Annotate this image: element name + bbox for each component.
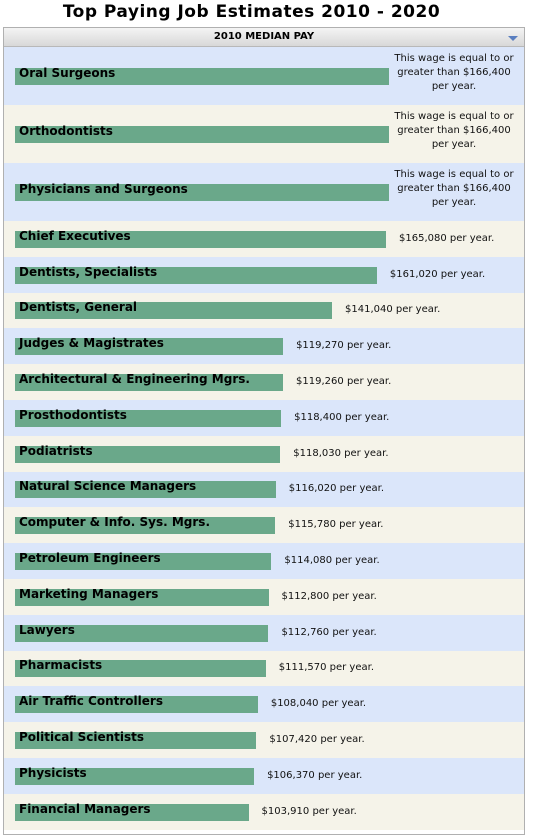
row: Dentists, Specialists $161,020 per year. (4, 256, 524, 293)
row: Architectural & Engineering Mgrs. $119,26… (4, 364, 524, 400)
value-label: $118,030 per year. (293, 447, 389, 459)
bar (15, 445, 281, 463)
row: Lawyers $112,760 per year. (4, 614, 524, 651)
bar-label: Natural Science Managers (19, 479, 197, 494)
value-label: This wage is equal to or greater than $1… (394, 53, 514, 92)
row: Dentists, General $141,040 per year. (4, 292, 524, 329)
row: Physicists $106,370 per year. (4, 758, 524, 794)
bar (15, 732, 257, 750)
chart-title: Top Paying Job Estimates 2010 - 2020 (62, 2, 441, 22)
row: Computer & Info. Sys. Mgrs. $115,780 per … (4, 507, 524, 544)
row: Podiatrists $118,030 per year. (4, 435, 524, 472)
bar-label: Lawyers (19, 622, 75, 637)
bar (15, 588, 269, 606)
bar-label: Prosthodontists (19, 407, 127, 422)
bar-label: Dentists, General (19, 300, 138, 315)
bar (15, 126, 389, 143)
row: Orthodontists This wage is equal to or gr… (4, 105, 524, 163)
value-label: $161,020 per year. (389, 268, 486, 280)
bar (15, 517, 276, 535)
value-label: This wage is equal to or greater than $1… (394, 169, 514, 208)
row: Financial Managers $103,910 per year. (4, 793, 524, 830)
bar (15, 553, 272, 571)
bar (15, 184, 389, 201)
value-label: $118,400 per year. (294, 411, 390, 423)
chart-panel: 2010 MEDIAN PAY Oral Surgeons This wage i… (3, 27, 525, 835)
bar-label: Air Traffic Controllers (19, 694, 163, 709)
header-text: 2010 MEDIAN PAY (213, 31, 315, 42)
row: Air Traffic Controllers $108,040 per year… (4, 686, 524, 723)
row: Marketing Managers $112,800 per year. (4, 579, 524, 615)
value-label: $108,040 per year. (270, 698, 367, 710)
value-label: $115,780 per year. (288, 519, 384, 531)
value-label: $116,020 per year. (288, 483, 385, 495)
bar (15, 266, 377, 284)
bar-label: Architectural & Engineering Mgrs. (19, 372, 250, 387)
value-label: $119,260 per year. (296, 376, 392, 388)
row: Prosthodontists $118,400 per year. (4, 400, 524, 436)
row: Pharmacists $111,570 per year. (4, 650, 524, 687)
bar (15, 338, 284, 356)
bar (15, 696, 258, 714)
sort-arrow[interactable] (508, 36, 518, 41)
bar (15, 767, 255, 785)
column-header: 2010 MEDIAN PAY (4, 28, 524, 47)
bar-label: Financial Managers (19, 801, 151, 816)
bar-label: Chief Executives (19, 228, 131, 243)
value-label: $106,370 per year. (267, 769, 363, 781)
bar (15, 481, 276, 499)
value-label: $119,270 per year. (296, 340, 392, 352)
value-label: $111,570 per year. (278, 662, 375, 674)
bar-label: Oral Surgeons (19, 66, 116, 80)
bar (15, 302, 332, 320)
value-label: $112,760 per year. (281, 626, 377, 638)
row: Political Scientists $107,420 per year. (4, 722, 524, 758)
value-label: $107,420 per year. (269, 734, 365, 746)
bar-label: Dentists, Specialists (19, 264, 158, 279)
bar-label: Marketing Managers (19, 586, 159, 601)
row: Natural Science Managers $116,020 per yea… (4, 471, 524, 508)
value-label: $103,910 per year. (261, 805, 357, 817)
bar-label: Physicists (19, 765, 87, 780)
value-label: $114,080 per year. (284, 555, 380, 567)
row: Chief Executives $165,080 per year. (4, 221, 524, 257)
value-label: This wage is equal to or greater than $1… (394, 111, 514, 150)
value-label: $165,080 per year. (399, 232, 495, 244)
bar-label: Petroleum Engineers (19, 551, 161, 566)
bar (15, 409, 282, 427)
row: Petroleum Engineers $114,080 per year. (4, 543, 524, 579)
bar-label: Podiatrists (19, 443, 93, 458)
bar (15, 803, 249, 821)
bar (15, 68, 389, 85)
row: Oral Surgeons This wage is equal to or gr… (4, 47, 524, 105)
bar-label: Computer & Info. Sys. Mgrs. (19, 515, 211, 530)
bar (15, 374, 284, 392)
bar-label: Physicians and Surgeons (19, 182, 188, 196)
value-label: $141,040 per year. (345, 304, 441, 316)
bar-label: Judges & Magistrates (19, 336, 164, 351)
row: Physicians and Surgeons This wage is equa… (4, 163, 524, 221)
row: Judges & Magistrates $119,270 per year. (4, 328, 524, 365)
bar (15, 660, 266, 678)
bar-label: Pharmacists (19, 658, 103, 673)
bar (15, 624, 269, 642)
value-label: $112,800 per year. (281, 590, 377, 602)
bar-label: Political Scientists (19, 730, 145, 745)
bar-label: Orthodontists (19, 124, 113, 138)
bar (15, 230, 387, 248)
